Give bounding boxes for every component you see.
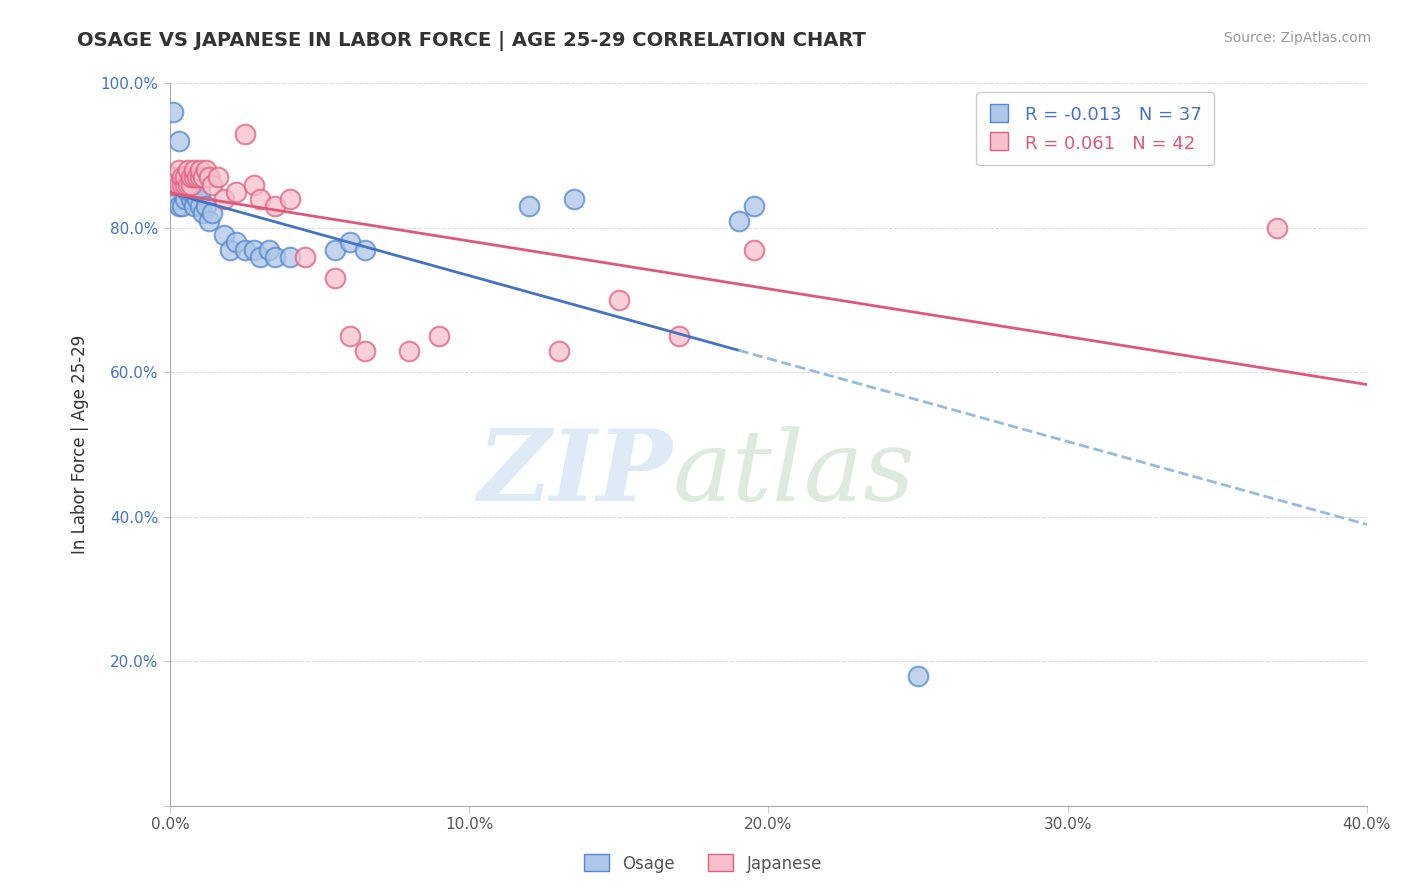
Point [742,199,765,213]
Point [191,206,214,220]
Point [191,170,214,185]
Point [198,170,221,185]
Point [162,105,184,120]
Text: ZIP: ZIP [478,425,672,522]
Point [180,192,202,206]
Point [183,199,205,213]
Legend: Osage, Japanese: Osage, Japanese [578,847,828,880]
Point [742,243,765,257]
Point [183,170,205,185]
Point [257,243,280,257]
Point [353,243,375,257]
Text: Source: ZipAtlas.com: Source: ZipAtlas.com [1223,31,1371,45]
Point [174,192,197,206]
Point [201,206,224,220]
Point [195,199,218,213]
Point [177,163,200,178]
Point [172,170,194,185]
Point [263,250,285,264]
Point [162,170,184,185]
Point [174,170,197,185]
Point [180,185,202,199]
Point [167,134,190,148]
Point [263,199,285,213]
Point [398,343,420,358]
Point [294,250,316,264]
Point [219,243,242,257]
Point [177,185,200,199]
Point [180,178,202,192]
Point [233,127,256,141]
Legend: R = -0.013   N = 37, R = 0.061   N = 42: R = -0.013 N = 37, R = 0.061 N = 42 [976,93,1215,166]
Point [180,170,202,185]
Point [172,199,194,213]
Point [323,271,346,285]
Point [278,192,301,206]
Point [198,213,221,227]
Point [165,170,187,185]
Point [225,235,247,250]
Point [562,192,585,206]
Point [727,213,749,227]
Point [167,163,190,178]
Point [195,163,218,178]
Point [165,178,187,192]
Point [186,170,208,185]
Point [212,228,235,243]
Point [186,192,208,206]
Point [243,178,266,192]
Point [607,293,630,307]
Point [429,329,451,343]
Point [174,170,197,185]
Point [183,178,205,192]
Point [243,243,266,257]
Point [201,178,224,192]
Point [249,250,271,264]
Point [225,185,247,199]
Text: atlas: atlas [672,425,915,521]
Point [188,170,211,185]
Point [172,178,194,192]
Point [353,343,375,358]
Point [167,199,190,213]
Point [339,235,361,250]
Point [183,163,205,178]
Point [339,329,361,343]
Point [323,243,346,257]
Point [165,192,187,206]
Point [172,178,194,192]
Text: OSAGE VS JAPANESE IN LABOR FORCE | AGE 25-29 CORRELATION CHART: OSAGE VS JAPANESE IN LABOR FORCE | AGE 2… [77,31,866,51]
Point [548,343,571,358]
Point [278,250,301,264]
Y-axis label: In Labor Force | Age 25-29: In Labor Force | Age 25-29 [72,334,89,554]
Point [167,178,190,192]
Point [162,178,184,192]
Point [907,668,929,682]
Point [177,178,200,192]
Point [1265,220,1288,235]
Point [188,199,211,213]
Point [188,163,211,178]
Point [188,185,211,199]
Point [249,192,271,206]
Point [212,192,235,206]
Point [233,243,256,257]
Point [517,199,540,213]
Point [174,178,197,192]
Point [668,329,690,343]
Point [207,170,229,185]
